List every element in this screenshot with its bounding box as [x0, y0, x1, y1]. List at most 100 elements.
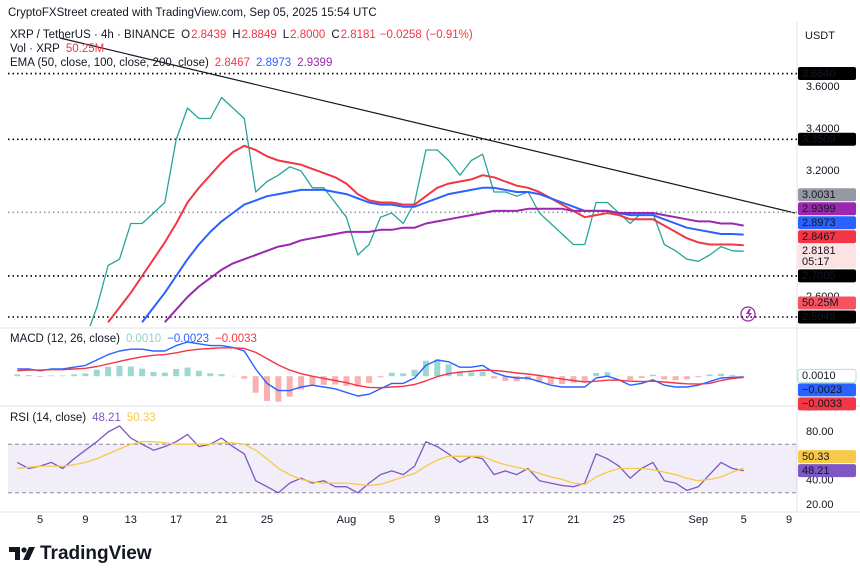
y-tick-label: 3.4000 — [806, 123, 840, 135]
histogram-bar — [593, 372, 600, 377]
quote-value: 2.8000 — [290, 29, 325, 41]
x-tick-label: 17 — [522, 514, 534, 526]
histogram-bar — [93, 369, 100, 377]
axis-label: −0.0023 — [802, 384, 842, 396]
histogram-bar — [116, 365, 123, 377]
axis-label: 2.9399 — [802, 203, 836, 215]
axis-label-bg — [798, 464, 856, 478]
y-tick-label: 40.00 — [806, 475, 834, 487]
series-line — [17, 341, 744, 397]
histogram-bar — [161, 372, 168, 377]
axis-label-bg — [798, 450, 856, 464]
series-line — [141, 186, 744, 323]
histogram-bar — [627, 376, 634, 381]
histogram-bar — [491, 376, 497, 379]
x-tick-label: 9 — [82, 514, 88, 526]
histogram-bar — [320, 376, 327, 385]
legend: MACD (12, 26, close) 0.0010 −0.0023 −0.0033 — [10, 333, 257, 345]
quote-change: (−0.91%) — [426, 29, 473, 41]
ema-value: 2.9399 — [297, 57, 332, 69]
volume-title: Vol · XRP — [10, 43, 60, 55]
axis-label-bg — [798, 244, 856, 269]
histogram-bar — [377, 376, 384, 378]
axis-label: 05:17 — [802, 256, 830, 268]
axis-label-bg — [798, 397, 856, 411]
histogram-bar — [59, 375, 66, 377]
x-tick-label: 21 — [215, 514, 227, 526]
ema-value: 2.8467 — [215, 57, 250, 69]
histogram-bar — [343, 376, 350, 386]
indicator-value: 0.0010 — [126, 333, 161, 345]
series-line — [164, 207, 744, 323]
histogram-bar — [275, 376, 282, 402]
currency: USDT — [805, 30, 835, 42]
histogram-bar — [241, 376, 248, 379]
x-tick-label: 25 — [613, 514, 625, 526]
quote-value: 2.8439 — [191, 29, 226, 41]
legend: Vol · XRP 50.25M — [10, 43, 104, 55]
ema-value: 2.8973 — [256, 57, 291, 69]
histogram-bar — [105, 366, 112, 377]
histogram-bar — [218, 374, 225, 377]
y-tick-label: 3.6000 — [806, 81, 840, 93]
x-tick-label: 13 — [125, 514, 137, 526]
histogram-bar — [82, 373, 89, 377]
x-tick-label: 13 — [477, 514, 489, 526]
histogram-bar — [559, 376, 566, 385]
axis-label-bg — [797, 368, 857, 383]
histogram-bar — [536, 376, 543, 383]
indicator-value: −0.0033 — [215, 333, 257, 345]
x-tick-label: 25 — [261, 514, 273, 526]
histogram-bar — [513, 376, 520, 382]
y-tick-label: 20.00 — [806, 499, 834, 511]
legend: XRP / TetherUS · 4h · BINANCE O2.8439 H2.8… — [10, 29, 473, 41]
x-tick-label: Sep — [689, 514, 709, 526]
trend-line — [59, 37, 796, 214]
histogram-bar — [581, 376, 588, 382]
logo-mark — [21, 547, 27, 553]
x-tick-label: 17 — [170, 514, 182, 526]
histogram-bar — [354, 376, 361, 387]
symbol: XRP / TetherUS · 4h · BINANCE — [10, 29, 175, 41]
histogram-bar — [173, 369, 180, 377]
histogram-bar — [400, 373, 407, 377]
axis-label: −0.0033 — [802, 398, 842, 410]
axis-label-bg — [798, 296, 856, 310]
histogram-bar — [695, 376, 702, 378]
axis-label-bg — [798, 383, 856, 397]
histogram-bar — [502, 376, 509, 381]
event-icon-bolt — [746, 309, 752, 319]
histogram-bar — [638, 376, 645, 378]
histogram-bar — [604, 372, 611, 377]
series-line — [17, 347, 744, 389]
brand-logo: TradingView — [9, 543, 152, 564]
histogram-bar — [139, 368, 146, 377]
histogram-bar — [388, 372, 395, 377]
axis-label-bg — [798, 216, 856, 230]
histogram-bar — [547, 376, 554, 385]
histogram-bar — [468, 372, 475, 377]
legend: EMA (50, close, 100, close, 200, close) 2… — [10, 57, 332, 69]
logo-mark — [23, 547, 35, 560]
histogram-bar — [706, 374, 713, 377]
logo-mark — [9, 547, 20, 560]
volume-value: 50.25M — [66, 43, 104, 55]
histogram-bar — [683, 376, 690, 380]
histogram-bar — [207, 373, 214, 377]
axis-label: 2.8181 — [802, 245, 836, 257]
quote-change: −0.0258 — [380, 29, 422, 41]
x-tick-label: 9 — [434, 514, 440, 526]
pane — [8, 425, 797, 494]
histogram-bar — [729, 375, 736, 377]
quote-key: C — [331, 29, 339, 41]
quote-value: 2.8181 — [341, 29, 376, 41]
pane — [8, 72, 797, 326]
indicator-title: RSI (14, close) — [10, 412, 86, 424]
histogram-bar — [479, 371, 486, 377]
x-tick-label: 5 — [741, 514, 747, 526]
histogram-bar — [718, 373, 724, 377]
quote-key: H — [232, 29, 240, 41]
event-icon — [740, 306, 756, 322]
